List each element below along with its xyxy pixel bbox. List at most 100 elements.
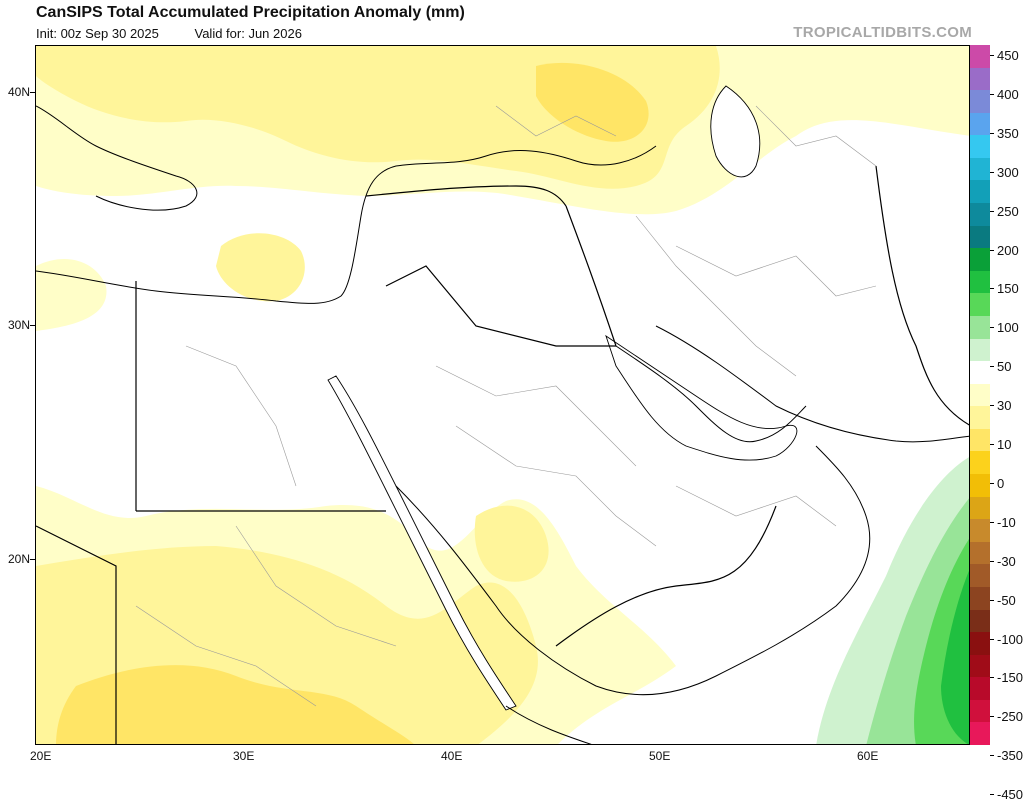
anomaly-west-edge (36, 258, 107, 331)
water-bodies (327, 85, 798, 711)
anomaly-levant-blob (216, 233, 305, 302)
arabian-coast (395, 445, 871, 696)
colorbar-swatch (970, 383, 990, 407)
mediterranean-coast (36, 145, 657, 304)
anomaly-south-dark (56, 665, 414, 744)
init-time: Init: 00z Sep 30 2025 (36, 26, 159, 41)
colorbar-tick (990, 444, 994, 445)
colorbar-label: 300 (997, 164, 1019, 180)
colorbar-swatch (970, 361, 990, 385)
colorbar-tick (990, 327, 994, 329)
colorbar-swatch (970, 248, 990, 272)
lon-label-60e: 60E (857, 749, 879, 763)
colorbar-label: 450 (997, 48, 1019, 63)
colorbar-tick (990, 210, 994, 212)
colorbar-swatch (970, 315, 990, 340)
colorbar-swatch (970, 135, 990, 159)
colorbar-label: -250 (997, 709, 1024, 725)
persian-gulf (605, 334, 798, 461)
colorbar-tick (990, 755, 994, 757)
chart-title: CanSIPS Total Accumulated Precipitation … (36, 4, 465, 21)
colorbar-swatch (970, 474, 990, 498)
greece-coast (36, 105, 198, 211)
border-chad-sudan (36, 525, 117, 744)
colorbar-tick (990, 794, 994, 796)
colorbar-swatch (970, 45, 990, 69)
colorbar-label: 30 (997, 398, 1012, 414)
colorbar-tick (990, 716, 994, 718)
colorbar-tick (990, 366, 994, 368)
colorbar-tick (990, 93, 994, 95)
border-saudi-north (385, 265, 616, 347)
lat-tick (30, 559, 35, 560)
colorbar-tick (990, 521, 994, 523)
colorbar-tick (990, 171, 994, 173)
colorbar-swatch (970, 519, 990, 543)
colorbar-label: 400 (997, 86, 1019, 102)
province-borders (135, 105, 877, 707)
colorbar-swatch (970, 112, 990, 136)
colorbar-label: 250 (997, 203, 1019, 219)
colorbar-tick (990, 249, 994, 251)
border-turkey-syria (365, 185, 567, 207)
colorbar-label: 0 (997, 475, 1005, 491)
colorbar-tick (990, 560, 994, 562)
colorbar-swatch (970, 699, 990, 723)
colorbar-swatch (970, 338, 990, 362)
caspian-sea (710, 85, 761, 178)
gulf-coast (615, 345, 807, 443)
colorbar-label: -450 (997, 787, 1024, 802)
colorbar-swatch (970, 609, 990, 633)
colorbar-swatch (970, 541, 990, 565)
lon-label-50e: 50E (649, 749, 671, 763)
colorbar-label: -100 (997, 631, 1024, 647)
chart-subtitle: Init: 00z Sep 30 2025 Valid for: Jun 202… (36, 26, 302, 41)
country-borders (36, 165, 969, 744)
lat-label-20n: 20N (7, 552, 30, 566)
colorbar-tick (990, 405, 994, 407)
colorbar-swatch (970, 496, 990, 520)
colorbar-swatch (970, 428, 990, 452)
colorbar-swatch (970, 180, 990, 204)
colorbar-swatch (970, 586, 990, 610)
lat-label-40n: 40N (7, 85, 30, 99)
lon-label-20e: 20E (30, 749, 52, 763)
lat-tick (30, 325, 35, 326)
border-saudi-yemen (555, 505, 777, 647)
colorbar-tick (990, 638, 994, 640)
colorbar-swatch (970, 157, 990, 181)
colorbar-label: -10 (997, 514, 1016, 530)
colorbar-tick (990, 132, 994, 134)
border-iran-east (875, 165, 969, 426)
colorbar-swatch (970, 67, 990, 91)
anomaly-arabia-patch (474, 505, 549, 582)
valid-time: Valid for: Jun 2026 (194, 26, 302, 41)
lon-label-30e: 30E (233, 749, 255, 763)
colorbar-swatch (970, 451, 990, 475)
colorbar-tick (990, 55, 994, 56)
colorbar-tick (990, 482, 994, 484)
colorbar-label: -30 (997, 553, 1016, 569)
colorbar-swatch (970, 406, 990, 430)
map-canvas (36, 46, 969, 744)
brand-watermark: TROPICALTIDBITS.COM (793, 24, 972, 41)
colorbar-swatch (970, 722, 990, 746)
colorbar-swatch (970, 632, 990, 656)
colorbar-swatch (970, 293, 990, 317)
africa-horn-coast (505, 705, 592, 744)
colorbar-swatch (970, 90, 990, 114)
border-iraq-iran (565, 205, 617, 347)
colorbar-label: -50 (997, 592, 1016, 608)
colorbar-swatch (970, 654, 990, 678)
colorbar-label: -150 (997, 670, 1024, 686)
colorbar (970, 45, 990, 746)
colorbar-label: 100 (997, 320, 1019, 336)
anomaly-shading (36, 46, 969, 744)
iran-coast (655, 325, 969, 443)
colorbar-tick (990, 599, 994, 601)
lat-label-30n: 30N (7, 318, 30, 332)
colorbar-label: -350 (997, 748, 1024, 764)
precipitation-anomaly-map (35, 45, 970, 745)
colorbar-swatch (970, 677, 990, 701)
coastlines (36, 105, 969, 744)
